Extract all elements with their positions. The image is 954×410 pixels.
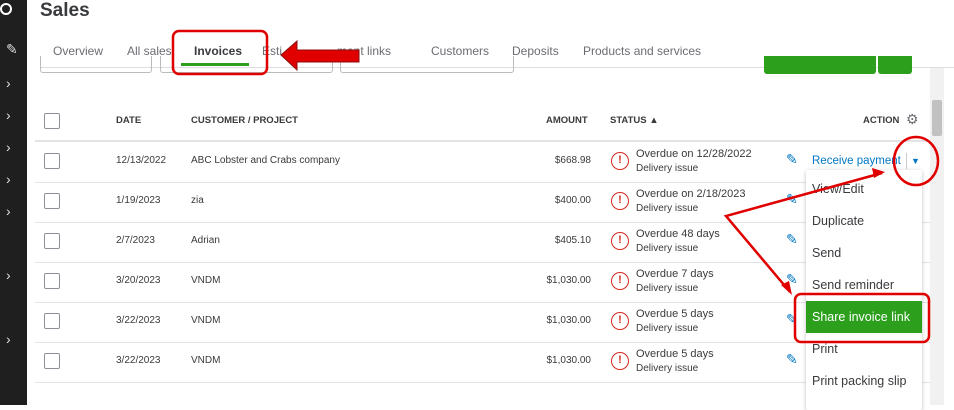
row-customer: VNDM (191, 275, 221, 286)
chevron-right-icon[interactable]: › (6, 75, 11, 91)
edit-icon[interactable]: ✎ (6, 41, 18, 57)
alert-icon: ! (611, 192, 629, 210)
row-divider (35, 342, 930, 343)
edit-pencil-icon[interactable]: ✎ (786, 271, 798, 287)
row-customer: zia (191, 195, 204, 206)
row-date: 1/19/2023 (116, 195, 161, 206)
row-date: 12/13/2022 (116, 155, 167, 166)
menu-item-send[interactable]: Send (812, 246, 842, 260)
row-checkbox[interactable] (44, 313, 60, 329)
scrollbar-thumb[interactable] (932, 100, 942, 136)
edit-pencil-icon[interactable]: ✎ (786, 311, 798, 327)
row-status: Overdue on 12/28/2022 (636, 148, 752, 160)
row-status: Overdue 48 days (636, 228, 720, 240)
select-all-checkbox[interactable] (44, 113, 60, 129)
row-status-detail: Delivery issue (636, 283, 699, 294)
col-status[interactable]: STATUS ▲ (610, 115, 659, 126)
row-status: Overdue 5 days (636, 348, 714, 360)
row-amount: $668.98 (554, 155, 591, 166)
edit-pencil-icon[interactable]: ✎ (786, 351, 798, 367)
action-dropdown-caret[interactable]: ▼ (906, 153, 924, 169)
row-checkbox[interactable] (44, 233, 60, 249)
alert-icon: ! (611, 272, 629, 290)
header-divider (35, 140, 930, 142)
row-divider (35, 302, 930, 303)
row-checkbox[interactable] (44, 353, 60, 369)
edit-pencil-icon[interactable]: ✎ (786, 191, 798, 207)
alert-icon: ! (611, 152, 629, 170)
tab-overview[interactable]: Overview (53, 44, 104, 58)
row-divider (35, 222, 930, 223)
menu-item-print[interactable]: Print (812, 342, 838, 356)
tab-all-sales[interactable]: All sales (127, 44, 172, 58)
page-title: Sales (40, 0, 90, 21)
chevron-right-icon[interactable]: › (6, 203, 11, 219)
chevron-right-icon[interactable]: › (6, 267, 11, 283)
edit-pencil-icon[interactable]: ✎ (786, 231, 798, 247)
row-amount: $1,030.00 (546, 315, 592, 326)
chevron-right-icon[interactable]: › (6, 139, 11, 155)
filter-dropdown[interactable] (40, 56, 152, 73)
row-divider (35, 382, 930, 383)
row-checkbox[interactable] (44, 153, 60, 169)
row-status: Overdue on 2/18/2023 (636, 188, 746, 200)
row-status-detail: Delivery issue (636, 243, 699, 254)
col-amount[interactable]: AMOUNT (546, 115, 588, 126)
row-status: Overdue 7 days (636, 268, 714, 280)
col-action: ACTION (863, 115, 900, 126)
row-date: 3/20/2023 (116, 275, 161, 286)
row-amount: $405.10 (554, 235, 591, 246)
col-customer[interactable]: CUSTOMER / PROJECT (191, 115, 298, 126)
row-divider (35, 182, 930, 183)
alert-icon: ! (611, 312, 629, 330)
menu-item-duplicate[interactable]: Duplicate (812, 214, 865, 228)
row-date: 2/7/2023 (116, 235, 155, 246)
menu-item-share-invoice-link[interactable]: Share invoice link (806, 301, 922, 333)
chevron-right-icon[interactable]: › (6, 171, 11, 187)
logo-circle-icon[interactable] (0, 3, 12, 15)
row-checkbox[interactable] (44, 273, 60, 289)
row-status-detail: Delivery issue (636, 203, 699, 214)
menu-item-print-packing-slip[interactable]: Print packing slip (812, 374, 907, 388)
row-amount: $1,030.00 (546, 355, 592, 366)
row-checkbox[interactable] (44, 193, 60, 209)
new-invoice-button[interactable] (764, 56, 876, 74)
receive-payment-link[interactable]: Receive payment (812, 155, 901, 167)
row-amount: $400.00 (554, 195, 591, 206)
alert-icon: ! (611, 352, 629, 370)
tab-deposits[interactable]: Deposits (512, 44, 559, 58)
gear-icon[interactable]: ⚙ (906, 111, 919, 127)
alert-icon: ! (611, 232, 629, 250)
chevron-right-icon[interactable]: › (6, 331, 11, 347)
menu-item-view-edit[interactable]: View/Edit (812, 182, 864, 196)
filter-dropdown[interactable] (340, 56, 514, 73)
filter-dropdown[interactable] (160, 56, 333, 73)
new-invoice-dropdown-button[interactable] (878, 56, 912, 74)
row-status-detail: Delivery issue (636, 323, 699, 334)
row-customer: VNDM (191, 315, 221, 326)
menu-item-send-reminder[interactable]: Send reminder (812, 278, 894, 292)
row-status: Overdue 5 days (636, 308, 714, 320)
tab-products-services[interactable]: Products and services (583, 44, 702, 58)
row-amount: $1,030.00 (546, 275, 592, 286)
row-status-detail: Delivery issue (636, 163, 699, 174)
action-menu: View/Edit Duplicate Send Send reminder S… (806, 170, 922, 410)
left-nav: ✎ › › › › › › › (0, 0, 27, 405)
tab-customers[interactable]: Customers (431, 44, 490, 58)
col-date[interactable]: DATE (116, 115, 142, 126)
edit-pencil-icon[interactable]: ✎ (786, 151, 798, 167)
row-status-detail: Delivery issue (636, 363, 699, 374)
row-date: 3/22/2023 (116, 315, 161, 326)
chevron-right-icon[interactable]: › (6, 107, 11, 123)
row-customer: ABC Lobster and Crabs company (191, 155, 340, 166)
row-date: 3/22/2023 (116, 355, 161, 366)
row-customer: Adrian (191, 235, 220, 246)
row-divider (35, 262, 930, 263)
row-customer: VNDM (191, 355, 221, 366)
